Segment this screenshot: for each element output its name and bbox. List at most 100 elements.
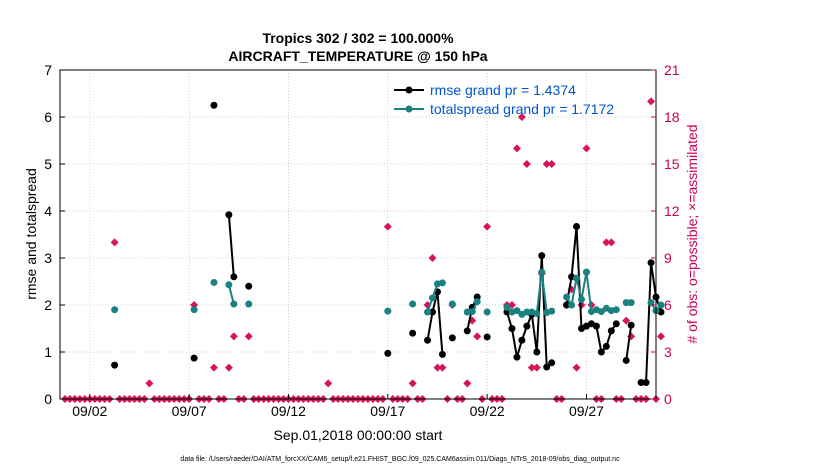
obs-possible-marker	[582, 144, 591, 153]
x-tick-label: 09/17	[370, 403, 405, 419]
rmse-point	[622, 356, 630, 364]
rmse-point	[384, 349, 392, 357]
obs-possible-marker	[522, 160, 531, 168]
y-tick-label: 2	[44, 297, 52, 313]
totalspread-point	[225, 281, 233, 289]
totalspread-point	[563, 293, 571, 301]
rmse-point	[627, 321, 635, 329]
rmse-line	[227, 214, 235, 277]
y2-axis-ticks: 0 3 6 9 12 15 18 21	[651, 62, 680, 407]
data-file-footer: data file: /Users/raeder/DAI/ATM_forcXX/…	[180, 456, 620, 463]
rmse-point	[612, 320, 620, 328]
rmse-point	[607, 327, 615, 335]
y2-tick-label: 12	[664, 203, 680, 219]
rmse-point	[463, 327, 471, 335]
rmse-point	[647, 259, 655, 267]
rmse-line	[426, 291, 444, 355]
rmse-point	[637, 379, 645, 387]
gridlines	[60, 70, 656, 399]
obs-possible-marker	[542, 160, 551, 168]
rmse-line	[641, 262, 662, 384]
obs-possible-marker	[383, 222, 392, 231]
obs-possible-marker	[438, 363, 447, 372]
y-tick-label: 3	[44, 250, 52, 266]
y2-tick-label: 15	[664, 156, 680, 172]
obs-possible-marker	[244, 332, 253, 341]
totalspread-point	[448, 300, 456, 308]
chart-subtitle: AIRCRAFT_TEMPERATURE @ 150 hPa	[228, 48, 487, 64]
rmse-point	[230, 273, 238, 281]
x-axis-label: Sep.01,2018 00:00:00 start	[274, 427, 443, 443]
obs-possible-marker	[408, 379, 417, 388]
obs-possible-marker	[483, 222, 492, 231]
y2-tick-label: 21	[664, 62, 680, 78]
totalspread-point	[424, 308, 432, 316]
totalspread-point	[627, 299, 635, 307]
totalspread-point	[473, 298, 481, 306]
rmse-point	[518, 336, 526, 344]
y-tick-label: 4	[44, 203, 52, 219]
y2-tick-label: 6	[664, 297, 672, 313]
x-tick-label: 09/22	[470, 403, 505, 419]
legend-rmse-label: rmse grand pr = 1.4374	[430, 82, 576, 98]
totalspread-point	[597, 308, 605, 316]
rmse-point	[533, 348, 541, 356]
x-tick-label: 09/27	[569, 403, 604, 419]
totalspread-point	[230, 300, 238, 308]
rmse-point	[225, 211, 233, 219]
totalspread-point	[657, 301, 665, 309]
y2-tick-label: 0	[664, 391, 672, 407]
rmse-point	[563, 301, 571, 309]
obs-possible-marker	[656, 332, 665, 341]
legend-rmse-marker	[405, 86, 413, 94]
rmse-point	[429, 308, 436, 316]
rmse-point	[548, 359, 556, 367]
obs-possible-marker	[229, 332, 238, 341]
totalspread-point	[409, 300, 417, 308]
rmse-point	[523, 322, 531, 330]
obs-possible-marker	[527, 363, 536, 372]
rmse-point	[424, 336, 432, 344]
series-lines	[111, 101, 665, 387]
totalspread-point	[503, 303, 511, 311]
totalspread-point	[538, 268, 546, 276]
obs-possible-marker	[463, 379, 472, 388]
rmse-point	[592, 322, 600, 330]
totalspread-point	[533, 309, 541, 317]
obs-possible-marker	[224, 363, 233, 372]
totalspread-point	[111, 306, 119, 314]
totalspread-point	[568, 301, 576, 309]
x-tick-label: 09/07	[172, 403, 207, 419]
legend: rmse grand pr = 1.4374 totalspread grand…	[394, 82, 614, 117]
rmse-point	[543, 363, 551, 371]
totalspread-point	[573, 274, 581, 282]
totalspread-point	[548, 307, 556, 315]
totalspread-point	[622, 299, 630, 307]
totalspread-point	[468, 308, 476, 316]
obs-possible-marker	[622, 316, 631, 325]
totalspread-point	[429, 294, 436, 302]
y-tick-label: 7	[44, 62, 52, 78]
obs-possible-marker	[428, 254, 437, 262]
obs-possible-marker	[512, 144, 521, 153]
obs-possible-marker	[145, 379, 154, 388]
rmse-point	[438, 350, 446, 358]
totalspread-point	[438, 279, 446, 287]
y-axis-label: rmse and totalspread	[23, 168, 39, 300]
obs-possible-marker	[473, 332, 482, 341]
rmse-point	[573, 223, 581, 231]
rmse-point	[245, 282, 253, 290]
obs-possible-marker	[433, 363, 442, 372]
y-tick-label: 6	[44, 109, 52, 125]
totalspread-point	[384, 307, 392, 315]
totalspread-point	[483, 308, 491, 316]
totalspread-point	[190, 306, 198, 314]
chart-title: Tropics 302 / 302 = 100.000%	[262, 30, 454, 46]
obs-possible-marker	[209, 363, 218, 372]
rmse-point	[190, 354, 198, 362]
x-tick-label: 09/02	[72, 403, 107, 419]
obs-possible-marker	[647, 97, 656, 106]
obs-possible-marker	[607, 238, 616, 247]
totalspread-point	[523, 308, 531, 316]
